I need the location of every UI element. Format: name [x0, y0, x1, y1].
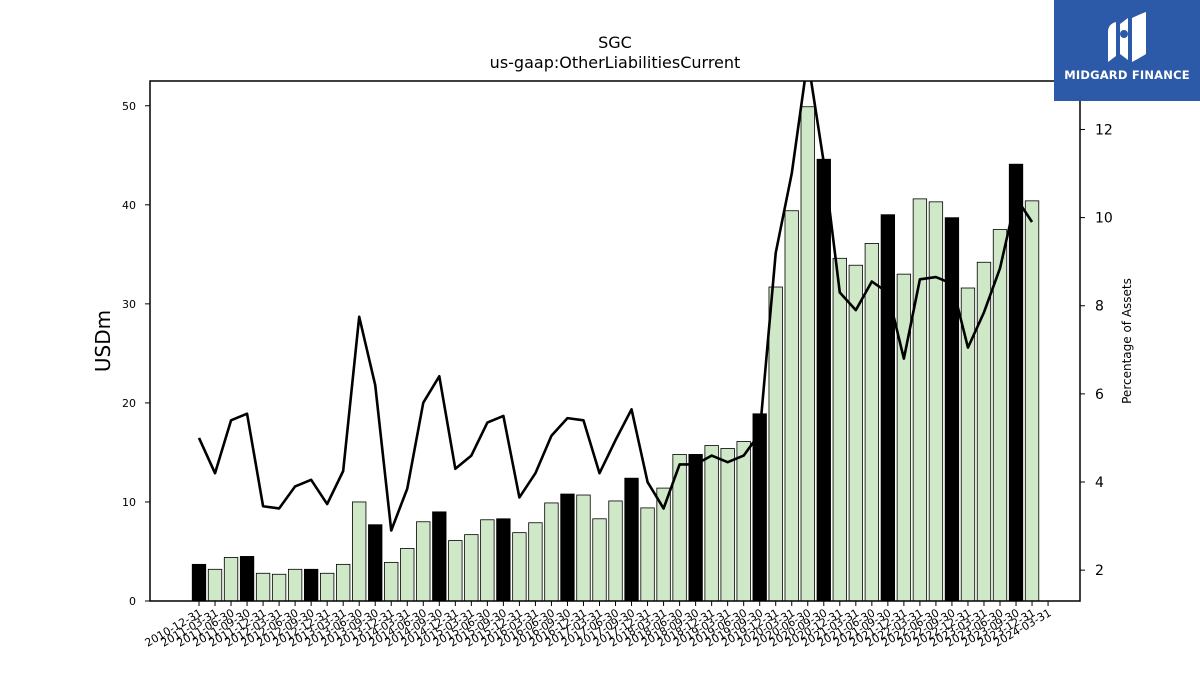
bar: [287, 568, 303, 602]
line-series: [197, 81, 1034, 532]
bar: [512, 532, 527, 602]
chart-title: SGC: [598, 33, 632, 52]
y2-tick-label: 6: [1095, 387, 1104, 403]
bar: [255, 572, 271, 602]
y-axis-label: USDm: [91, 310, 115, 372]
bar: [1024, 200, 1040, 602]
midgard-logo-icon: [1108, 12, 1146, 62]
bar-series: [191, 106, 1040, 602]
chart-subtitle: us-gaap:OtherLiabilitiesCurrent: [490, 53, 741, 72]
bar: [352, 501, 367, 602]
bar: [400, 548, 415, 602]
y-tick-label: 10: [122, 496, 136, 509]
y-tick-label: 30: [122, 298, 136, 311]
bar: [592, 518, 607, 602]
y2-tick-label: 8: [1095, 299, 1104, 315]
bar: [368, 524, 383, 602]
bar: [800, 106, 815, 602]
bar: [320, 572, 335, 602]
bar: [688, 454, 703, 602]
y-axis-right: 2 4 6 8 10 12: [1080, 122, 1113, 579]
bar: [736, 441, 751, 602]
bar: [191, 563, 207, 602]
y2-axis-label: Percentage of Assets: [1120, 278, 1134, 404]
bar: [640, 507, 655, 602]
bar: [816, 158, 831, 602]
bar: [416, 521, 431, 602]
percentage-line: [197, 81, 1034, 532]
y-tick-label: 50: [122, 100, 136, 113]
bar: [944, 217, 960, 602]
y-tick-label: 20: [122, 397, 136, 410]
bar: [928, 201, 944, 602]
bar: [239, 556, 255, 602]
bar: [864, 243, 879, 602]
bar: [448, 540, 463, 602]
bar: [480, 519, 495, 602]
bar: [336, 563, 351, 602]
y2-tick-label: 10: [1095, 211, 1113, 227]
bar: [608, 500, 623, 602]
brand-name: MIDGARD FINANCE: [1064, 68, 1190, 82]
bar: [384, 561, 399, 602]
y2-tick-label: 4: [1095, 475, 1104, 491]
y-tick-label: 40: [122, 199, 136, 212]
bar: [624, 477, 639, 602]
bar: [880, 214, 896, 602]
bar: [560, 493, 575, 602]
bar: [576, 494, 591, 602]
bar: [912, 198, 928, 602]
bar: [784, 210, 799, 602]
bar: [896, 273, 912, 602]
bar: [223, 557, 239, 602]
bar: [496, 518, 511, 602]
brand-logo: MIDGARD FINANCE: [1054, 0, 1200, 101]
plot-frame: [149, 80, 1081, 602]
bar: [848, 264, 863, 602]
y-tick-label: 0: [129, 595, 136, 608]
bar: [271, 573, 287, 602]
bar: [992, 229, 1008, 602]
bar: [528, 522, 543, 602]
bar: [544, 502, 559, 602]
bar: [704, 445, 719, 602]
bar: [464, 534, 479, 602]
bar: [1008, 163, 1024, 602]
bar: [207, 568, 223, 602]
bar: [768, 286, 783, 602]
bar: [303, 568, 319, 602]
x-axis: 2010-12-312011-03-312011-06-302011-09-30…: [143, 601, 1054, 650]
y2-tick-label: 12: [1095, 122, 1113, 138]
bar: [720, 448, 735, 602]
bar: [832, 257, 847, 602]
bar: [432, 511, 447, 602]
y-axis-left: 0 10 20 30 40 50: [122, 100, 150, 608]
y2-tick-label: 2: [1095, 563, 1104, 579]
